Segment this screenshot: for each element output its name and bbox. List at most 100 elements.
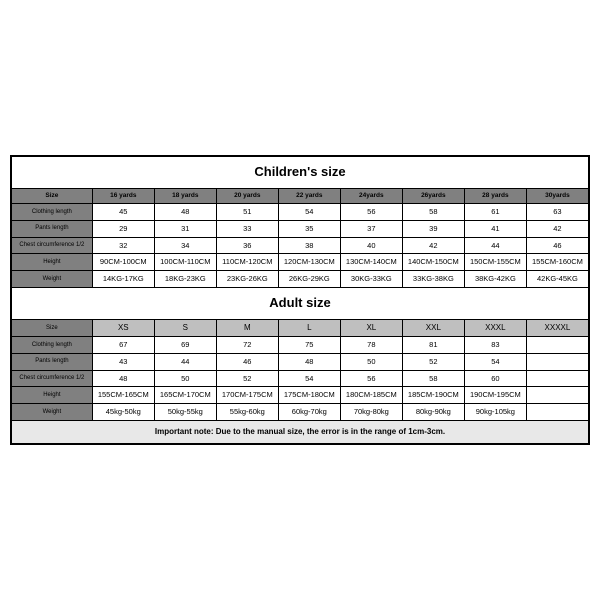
children-row-cell: 42 [526,220,588,237]
adult-row-label: Height [12,387,93,404]
adult-row-cell: 48 [278,353,340,370]
children-row-cell: 32 [92,237,154,254]
children-row-label: Pants length [12,220,93,237]
adult-row-cell: 60kg-70kg [278,404,340,421]
children-row-cell: 48 [154,204,216,221]
adult-row-cell: 185CM-190CM [402,387,464,404]
children-header-col: 28 yards [464,188,526,203]
adult-row-label: Clothing length [12,337,93,354]
adult-row-cell: 45kg-50kg [92,404,154,421]
adult-row-cell: 50 [340,353,402,370]
adult-row-cell: 56 [340,370,402,387]
children-row-cell: 44 [464,237,526,254]
children-row-cell: 140CM-150CM [402,254,464,271]
children-header-label: Size [12,188,93,203]
children-row-cell: 33 [216,220,278,237]
children-row-cell: 100CM-110CM [154,254,216,271]
adult-header-col: XXXXL [526,319,588,336]
children-row-cell: 37 [340,220,402,237]
children-row-cell: 33KG-38KG [402,271,464,288]
children-row-cell: 38 [278,237,340,254]
important-note: Important note: Due to the manual size, … [12,420,589,443]
children-row-cell: 54 [278,204,340,221]
adult-row-cell: 50kg-55kg [154,404,216,421]
adult-header-col: XS [92,319,154,336]
children-header-col: 26yards [402,188,464,203]
children-row-cell: 29 [92,220,154,237]
adult-header-col: XXXL [464,319,526,336]
children-row-label: Height [12,254,93,271]
children-row-cell: 56 [340,204,402,221]
children-header-col: 22 yards [278,188,340,203]
children-row-cell: 18KG-23KG [154,271,216,288]
adult-row-cell: 165CM-170CM [154,387,216,404]
adult-row-cell: 155CM-165CM [92,387,154,404]
adult-row-cell: 55kg-60kg [216,404,278,421]
adult-header-label: Size [12,319,93,336]
children-row-cell: 31 [154,220,216,237]
children-row-label: Chest circumference 1/2 [12,237,93,254]
children-row-cell: 58 [402,204,464,221]
adult-row-cell: 52 [216,370,278,387]
children-row-cell: 35 [278,220,340,237]
adult-row-cell: 175CM-180CM [278,387,340,404]
adult-row-cell: 80kg-90kg [402,404,464,421]
children-header-col: 16 yards [92,188,154,203]
adult-row-cell [526,404,588,421]
adult-row-cell: 67 [92,337,154,354]
adult-row-cell: 190CM-195CM [464,387,526,404]
adult-row-cell: 72 [216,337,278,354]
adult-row-cell: 44 [154,353,216,370]
adult-row-cell: 69 [154,337,216,354]
adult-row-cell: 54 [464,353,526,370]
children-row-cell: 110CM-120CM [216,254,278,271]
children-row-cell: 45 [92,204,154,221]
adult-row-cell: 75 [278,337,340,354]
adult-row-cell: 58 [402,370,464,387]
adult-row-cell: 54 [278,370,340,387]
adult-row-cell: 83 [464,337,526,354]
children-row-cell: 150CM-155CM [464,254,526,271]
children-row-cell: 90CM-100CM [92,254,154,271]
children-row-cell: 120CM-130CM [278,254,340,271]
children-row-cell: 36 [216,237,278,254]
children-row-cell: 40 [340,237,402,254]
children-row-cell: 26KG-29KG [278,271,340,288]
adult-row-cell: 70kg-80kg [340,404,402,421]
children-row-cell: 63 [526,204,588,221]
children-row-cell: 42KG-45KG [526,271,588,288]
children-row-cell: 46 [526,237,588,254]
adult-header-col: M [216,319,278,336]
children-row-cell: 155CM-160CM [526,254,588,271]
adult-header-col: XL [340,319,402,336]
children-row-cell: 14KG-17KG [92,271,154,288]
adult-row-cell: 78 [340,337,402,354]
adult-row-label: Pants length [12,353,93,370]
adult-row-label: Weight [12,404,93,421]
adult-row-cell: 60 [464,370,526,387]
children-row-cell: 34 [154,237,216,254]
adult-row-cell: 43 [92,353,154,370]
children-row-cell: 38KG-42KG [464,271,526,288]
adult-row-cell: 90kg-105kg [464,404,526,421]
size-table: Children's sizeSize16 yards18 yards20 ya… [11,156,589,445]
children-row-cell: 42 [402,237,464,254]
adult-header-col: XXL [402,319,464,336]
children-row-cell: 23KG-26KG [216,271,278,288]
adult-row-cell: 170CM-175CM [216,387,278,404]
children-row-cell: 51 [216,204,278,221]
adult-row-cell: 52 [402,353,464,370]
children-header-col: 20 yards [216,188,278,203]
adult-header-col: L [278,319,340,336]
children-header-col: 24yards [340,188,402,203]
adult-row-label: Chest circumference 1/2 [12,370,93,387]
children-row-cell: 130CM-140CM [340,254,402,271]
adult-row-cell [526,353,588,370]
children-header-col: 30yards [526,188,588,203]
adult-row-cell [526,387,588,404]
children-row-label: Weight [12,271,93,288]
children-title: Children's size [12,156,589,188]
adult-row-cell: 46 [216,353,278,370]
children-row-cell: 39 [402,220,464,237]
adult-header-col: S [154,319,216,336]
